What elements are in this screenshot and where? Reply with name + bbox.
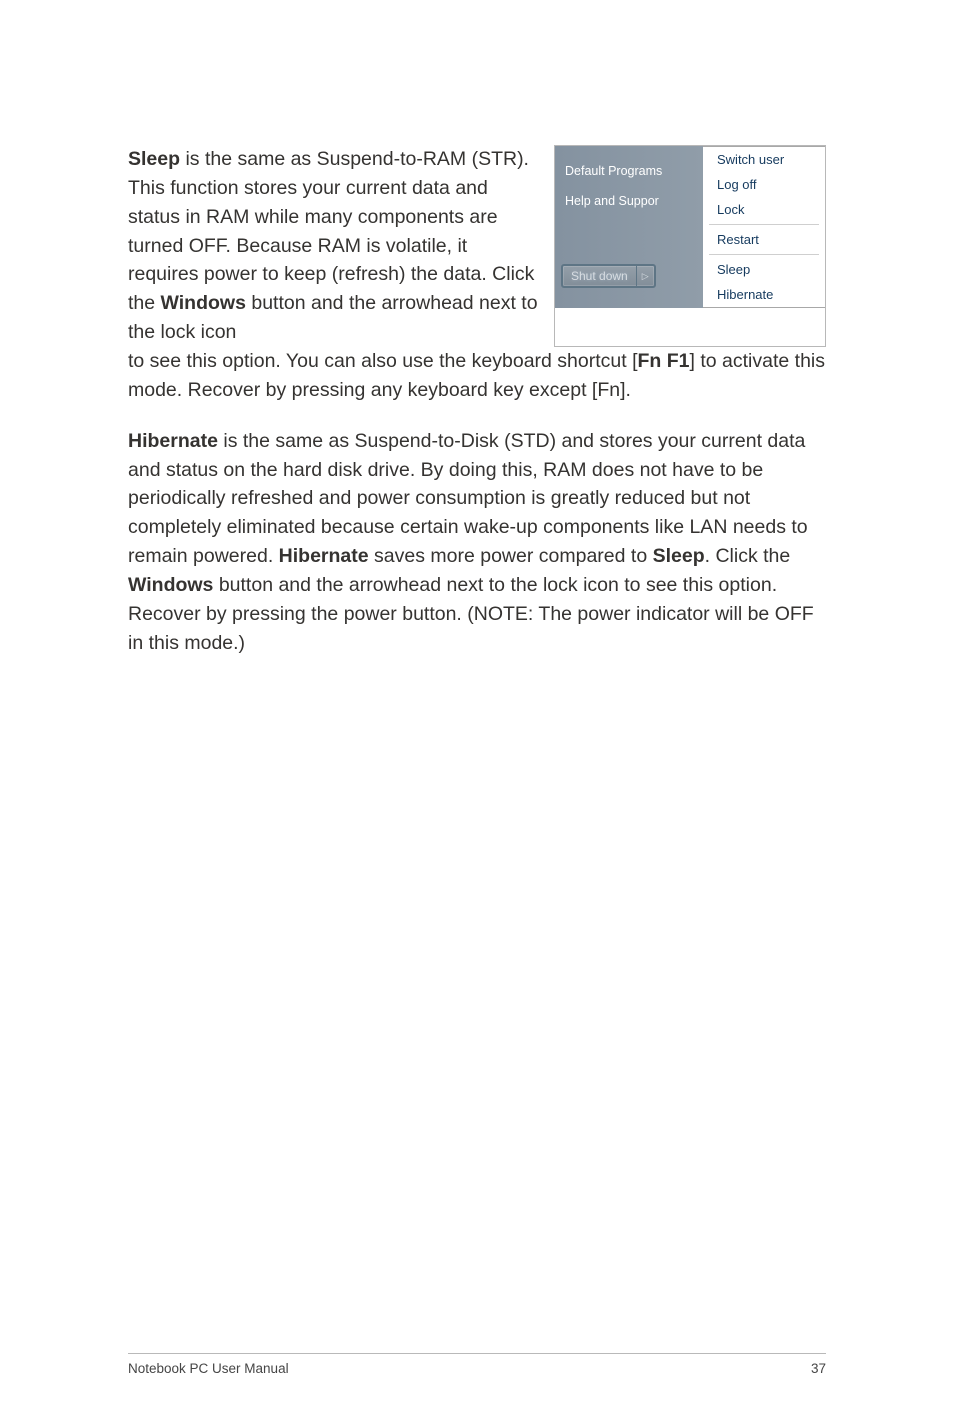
menu-divider-1 bbox=[709, 224, 819, 225]
top-section: Sleep is the same as Suspend-to-RAM (STR… bbox=[128, 145, 826, 347]
paragraph-1-continued: to see this option. You can also use the… bbox=[128, 347, 826, 405]
power-options-flyout: Switch user Log off Lock Restart Sleep H… bbox=[703, 146, 825, 308]
para1-text-1: is the same as Suspend-to-RAM (STR). Thi… bbox=[128, 148, 534, 314]
sleep-item[interactable]: Sleep bbox=[703, 257, 825, 282]
windows-shutdown-menu-screenshot: Default Programs Help and Suppor Shut do… bbox=[554, 145, 826, 347]
panel-spacer bbox=[555, 216, 703, 256]
menu-bottom-border bbox=[703, 307, 825, 308]
shutdown-button[interactable]: Shut down ▷ bbox=[561, 264, 656, 288]
paragraph-column: Sleep is the same as Suspend-to-RAM (STR… bbox=[128, 145, 538, 347]
log-off-item[interactable]: Log off bbox=[703, 172, 825, 197]
start-menu-left-panel: Default Programs Help and Suppor Shut do… bbox=[555, 146, 703, 308]
fn-f1-term: Fn F1 bbox=[638, 350, 690, 372]
sleep-term: Sleep bbox=[128, 148, 180, 170]
para2-text-2: saves more power compared to bbox=[369, 545, 653, 567]
hibernate-item[interactable]: Hibernate bbox=[703, 282, 825, 307]
para1c-text-1: to see this option. You can also use the… bbox=[128, 350, 638, 372]
page-footer: Notebook PC User Manual 37 bbox=[128, 1353, 826, 1376]
page-number: 37 bbox=[811, 1361, 826, 1376]
hibernate-term-1: Hibernate bbox=[128, 430, 218, 452]
windows-term-2: Windows bbox=[128, 574, 213, 596]
screenshot-inner: Default Programs Help and Suppor Shut do… bbox=[555, 146, 825, 308]
footer-title: Notebook PC User Manual bbox=[128, 1361, 289, 1376]
restart-item[interactable]: Restart bbox=[703, 227, 825, 252]
shutdown-button-wrap: Shut down ▷ bbox=[555, 256, 703, 298]
windows-term-1: Windows bbox=[161, 292, 246, 314]
sleep-term-2: Sleep bbox=[653, 545, 705, 567]
switch-user-item[interactable]: Switch user bbox=[703, 147, 825, 172]
page-content: Sleep is the same as Suspend-to-RAM (STR… bbox=[128, 145, 826, 658]
shutdown-arrow-icon[interactable]: ▷ bbox=[636, 266, 654, 286]
help-support-item[interactable]: Help and Suppor bbox=[555, 186, 703, 216]
paragraph-1-top: Sleep is the same as Suspend-to-RAM (STR… bbox=[128, 145, 538, 347]
default-programs-item[interactable]: Default Programs bbox=[555, 156, 703, 186]
paragraph-2: Hibernate is the same as Suspend-to-Disk… bbox=[128, 427, 826, 658]
shutdown-label: Shut down bbox=[563, 269, 636, 283]
para2-text-3: . Click the bbox=[705, 545, 791, 567]
menu-divider-2 bbox=[709, 254, 819, 255]
para2-text-4: button and the arrowhead next to the loc… bbox=[128, 574, 814, 654]
lock-item[interactable]: Lock bbox=[703, 197, 825, 222]
hibernate-term-2: Hibernate bbox=[279, 545, 369, 567]
